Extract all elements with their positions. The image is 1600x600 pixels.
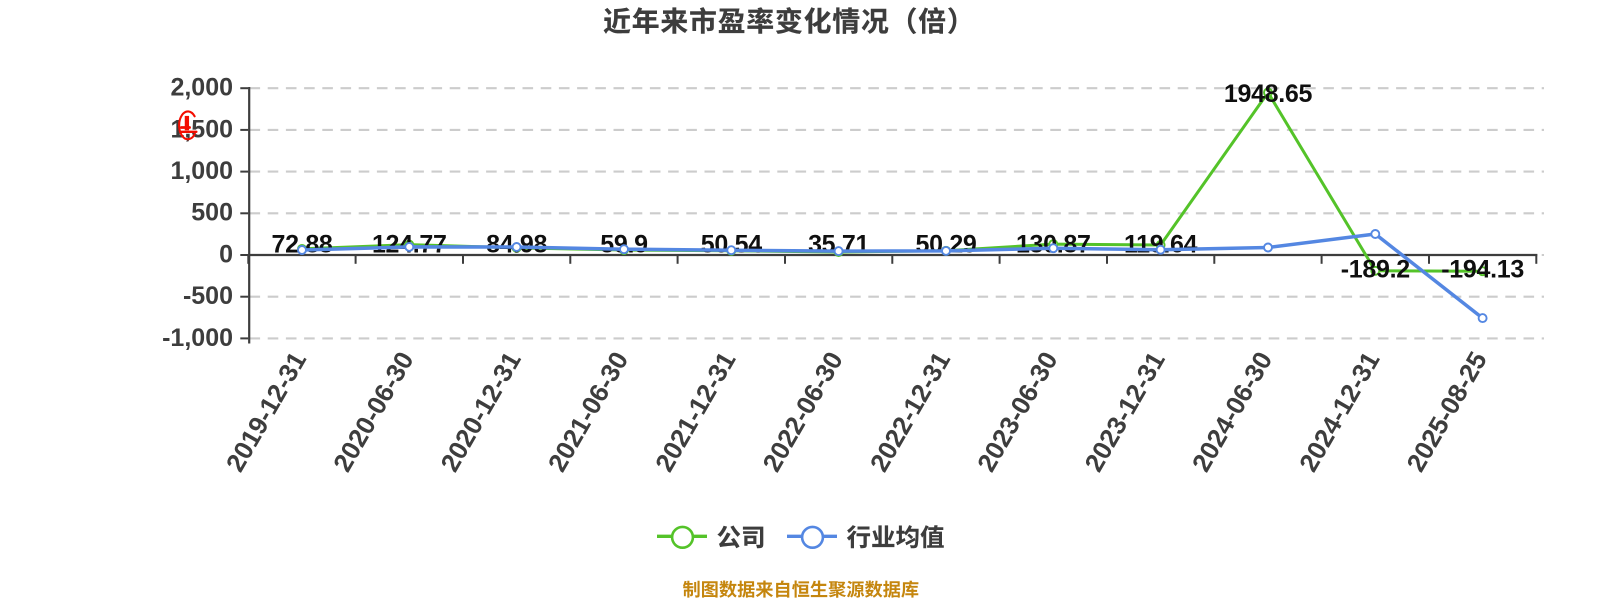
svg-text:-500: -500 bbox=[183, 282, 233, 310]
svg-text:500: 500 bbox=[191, 199, 233, 227]
svg-text:-1,000: -1,000 bbox=[162, 324, 233, 352]
svg-text:1948.65: 1948.65 bbox=[1224, 80, 1313, 108]
svg-text:-189.2: -189.2 bbox=[1341, 256, 1410, 284]
svg-text:1,500: 1,500 bbox=[170, 115, 233, 143]
svg-text:1,000: 1,000 bbox=[170, 157, 233, 185]
svg-text:2,000: 2,000 bbox=[170, 74, 233, 102]
svg-text:0: 0 bbox=[219, 240, 233, 268]
svg-text:-194.13: -194.13 bbox=[1441, 256, 1524, 284]
